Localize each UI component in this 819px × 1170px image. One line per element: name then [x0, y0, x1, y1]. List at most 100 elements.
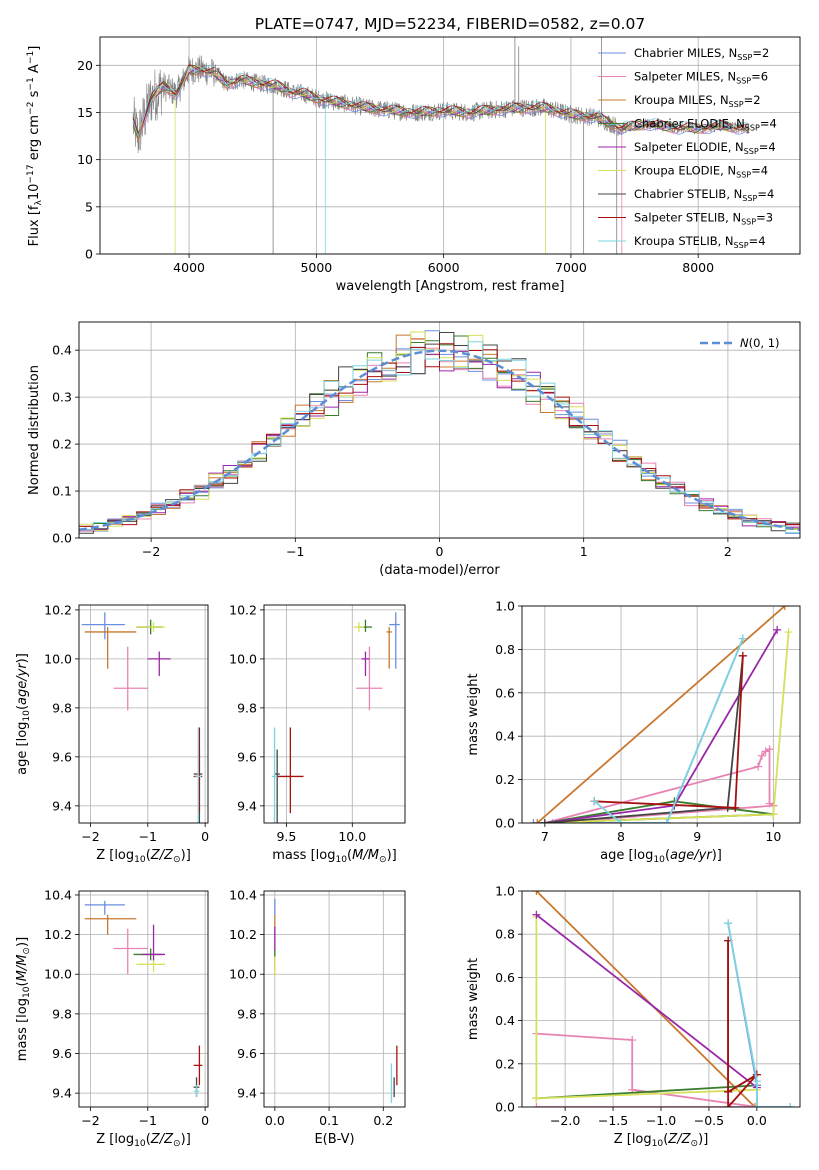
legend-entry: Salpeter STELIB, NSSP=3 — [634, 211, 773, 227]
x-axis-label: Z [log10(Z/Z⊙)] — [96, 1132, 191, 1149]
y-tick-label: 10.2 — [44, 927, 72, 942]
plot-area — [81, 612, 203, 823]
legend-entry: Salpeter MILES, NSSP=6 — [634, 70, 768, 86]
y-tick-label: 0 — [85, 247, 93, 262]
y-axis-label: mass [log10(M/M⊙)] — [15, 937, 32, 1061]
x-tick-label: 7 — [541, 829, 549, 844]
weight-marker — [532, 910, 541, 919]
weight-line — [593, 638, 744, 823]
weight-marker — [724, 1087, 733, 1096]
weight-marker — [540, 819, 549, 823]
weight-marker — [752, 1077, 761, 1086]
y-axis-label: Flux [fλ10−17 erg cm−2 s−1 A−1] — [26, 46, 44, 247]
x-axis-label: wavelength [Angstrom, rest frame] — [336, 279, 565, 294]
model-spectrum-line — [132, 65, 750, 138]
weight-line — [727, 940, 758, 1107]
y-tick-label: 0.2 — [495, 1056, 515, 1071]
x-tick-label: 10 — [765, 829, 781, 844]
y-axis-label: Normed distribution — [27, 365, 42, 495]
weight-marker — [590, 797, 599, 806]
x-tick-label: −2 — [81, 829, 99, 844]
panel-age-vs-mass: 9.5 10.0 9.4 9.6 9.8 10.0 10.2 mass [log10(M/M⊙… — [229, 602, 406, 865]
axes-frame — [263, 604, 406, 824]
x-tick-label: 7000 — [555, 260, 587, 275]
y-tick-label: 10.0 — [44, 651, 72, 666]
plot-area — [271, 612, 400, 823]
weight-marker — [786, 1103, 795, 1107]
weight-marker — [529, 819, 538, 823]
weight-marker — [765, 745, 774, 754]
y-tick-label: 1.0 — [495, 884, 515, 899]
axes-frame — [78, 604, 209, 824]
panel-weight-vs-age: 7 8 9 10 0.0 0.2 0.4 0.6 0.8 1.0 age [log10(age/yr… — [466, 599, 801, 865]
y-tick-label: 9.4 — [52, 1086, 72, 1101]
weight-marker — [724, 1103, 733, 1107]
y-axis-label: age [log10(age/yr)] — [15, 653, 32, 775]
weight-marker — [780, 606, 789, 610]
weight-marker — [724, 919, 733, 928]
chart-title: PLATE=0747, MJD=52234, FIBERID=0582, z=0… — [255, 15, 645, 33]
x-tick-label: 10.0 — [338, 829, 366, 844]
y-tick-label: 0.8 — [495, 927, 515, 942]
y-tick-label: 10.4 — [44, 887, 72, 902]
y-tick-label: 10.2 — [229, 927, 257, 942]
weight-marker — [738, 651, 747, 660]
axes-frame — [521, 890, 801, 1108]
x-tick-label: −1 — [286, 544, 304, 559]
weight-marker — [750, 1103, 759, 1107]
x-axis-label: (data-model)/error — [379, 563, 500, 578]
y-tick-label: 0.4 — [52, 343, 72, 358]
panel-residuals: −2 −1 0 1 2 0.0 0.1 0.2 0.3 0.4 (data-model)/error… — [27, 321, 801, 578]
y-tick-label: 0.0 — [495, 1100, 515, 1115]
legend-entry: Chabrier ELODIE, NSSP=4 — [634, 117, 777, 133]
y-tick-label: 9.8 — [237, 700, 257, 715]
y-tick-label: 9.4 — [237, 798, 257, 813]
weight-marker — [532, 891, 541, 895]
histogram-step-line — [79, 341, 800, 534]
y-tick-label: 5 — [85, 199, 93, 214]
y-tick-label: 10 — [77, 152, 93, 167]
x-axis-label: mass [log10(M/M⊙)] — [272, 848, 396, 865]
panel-mass-vs-Z: −2 −1 0 9.4 9.6 9.8 10.0 10.2 10.4 Z [log10(Z/Z⊙)… — [15, 887, 209, 1149]
axes-frame — [78, 321, 801, 539]
weight-marker — [754, 762, 763, 771]
weight-marker — [532, 1094, 541, 1103]
weight-marker — [784, 628, 793, 637]
weight-line — [727, 923, 791, 1107]
x-tick-label: −1.0 — [646, 1113, 676, 1128]
x-tick-label: 0 — [201, 1113, 209, 1128]
y-tick-label: 0.2 — [495, 772, 515, 787]
plot-area — [532, 891, 795, 1107]
x-tick-label: 9 — [693, 829, 701, 844]
x-tick-label: −0.5 — [694, 1113, 724, 1128]
y-tick-label: 0.0 — [495, 816, 515, 831]
x-tick-label: 6000 — [428, 260, 460, 275]
x-tick-label: 1 — [580, 544, 588, 559]
y-tick-label: 9.4 — [52, 798, 72, 813]
axes-frame — [99, 36, 801, 255]
weight-line — [536, 606, 786, 823]
y-tick-label: 0.2 — [52, 437, 72, 452]
y-tick-label: 0.6 — [495, 970, 515, 985]
y-tick-label: 9.8 — [52, 700, 72, 715]
x-tick-label: 9.5 — [276, 829, 296, 844]
y-tick-label: 9.8 — [237, 1006, 257, 1021]
y-tick-label: 9.4 — [237, 1086, 257, 1101]
y-tick-label: 9.6 — [237, 749, 257, 764]
weight-marker — [532, 1103, 541, 1107]
legend-entry: Kroupa ELODIE, NSSP=4 — [634, 164, 768, 180]
x-axis-label: Z [log10(Z/Z⊙)] — [614, 1132, 709, 1149]
y-axis-label: mass weight — [466, 673, 481, 755]
weight-line — [594, 655, 744, 809]
x-tick-label: 0.0 — [747, 1113, 767, 1128]
weight-marker — [533, 819, 542, 823]
axes-frame — [78, 890, 209, 1108]
x-tick-label: 4000 — [173, 260, 205, 275]
plot-area — [132, 37, 750, 254]
weight-marker — [731, 803, 740, 812]
normal-curve — [79, 349, 800, 532]
legend-entry: Salpeter ELODIE, NSSP=4 — [634, 140, 776, 156]
panel-weight-vs-Z: −2.0 −1.5 −1.0 −0.5 0.0 0.0 0.2 0.4 0.6 0.8 1.0 Z [… — [466, 884, 801, 1149]
y-tick-label: 9.6 — [52, 749, 72, 764]
plot-area — [274, 898, 398, 1104]
